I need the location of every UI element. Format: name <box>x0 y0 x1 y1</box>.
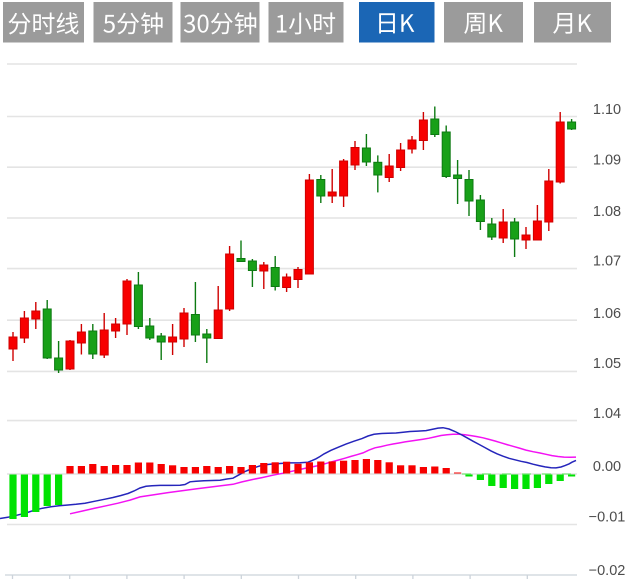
svg-text:0.00: 0.00 <box>593 459 621 475</box>
svg-text:1.08: 1.08 <box>593 204 621 220</box>
svg-text:1.10: 1.10 <box>593 102 621 118</box>
svg-text:1.05: 1.05 <box>593 356 621 372</box>
svg-text:1.06: 1.06 <box>593 306 621 322</box>
svg-text:1.04: 1.04 <box>593 406 621 422</box>
svg-text:−0.02: −0.02 <box>589 563 626 579</box>
svg-text:1.09: 1.09 <box>593 153 621 169</box>
svg-text:1.07: 1.07 <box>593 254 621 270</box>
svg-text:−0.01: −0.01 <box>589 510 626 526</box>
